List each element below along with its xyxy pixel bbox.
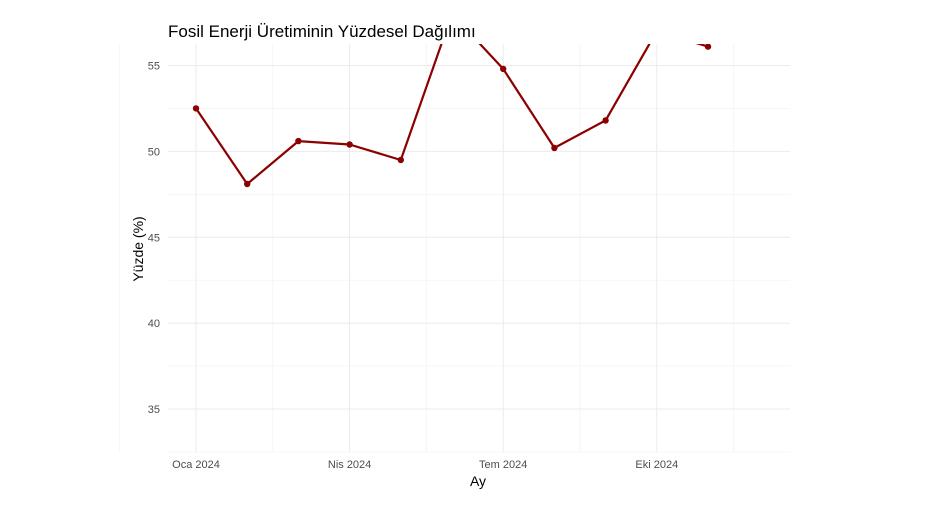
data-point [192, 105, 200, 112]
data-point [602, 117, 609, 124]
x-tick-label: Oca 2024 [172, 459, 220, 471]
data-point [500, 65, 507, 73]
data-point [397, 156, 404, 164]
y-tick-label: 35 [148, 404, 160, 416]
data-point [654, 28, 660, 34]
series-layer [192, 11, 712, 188]
data-point [295, 137, 302, 145]
grid [118, 44, 790, 453]
y-axis-title: Yüzde (%) [130, 216, 146, 281]
x-axis-title: Ay [470, 473, 486, 489]
x-axis: Oca 2024 Nis 2024 Tem 2024 Eki 2024 [172, 459, 678, 471]
data-point [704, 44, 712, 50]
data-point [346, 141, 353, 148]
x-tick-label: Tem 2024 [479, 459, 527, 471]
x-tick-label: Nis 2024 [328, 459, 371, 471]
data-point [244, 180, 251, 188]
y-tick-label: 50 [148, 146, 160, 158]
y-axis: 35 40 45 50 55 [148, 60, 160, 416]
x-tick-label: Eki 2024 [635, 459, 678, 471]
y-tick-label: 40 [148, 318, 160, 330]
data-point [449, 11, 455, 17]
series-line [195, 44, 709, 186]
y-tick-label: 45 [148, 232, 160, 244]
chart-title: Fosil Enerji Üretiminin Yüzdesel Dağılım… [168, 22, 476, 41]
y-tick-label: 55 [148, 60, 160, 72]
data-point [551, 144, 558, 152]
